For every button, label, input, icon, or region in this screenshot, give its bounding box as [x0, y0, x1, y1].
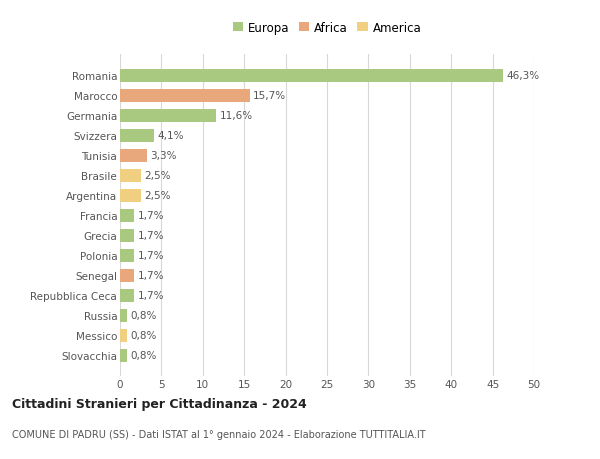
- Bar: [120, 289, 134, 302]
- Legend: Europa, Africa, America: Europa, Africa, America: [230, 19, 424, 37]
- Bar: [120, 309, 127, 322]
- Text: 2,5%: 2,5%: [144, 191, 170, 201]
- Text: Cittadini Stranieri per Cittadinanza - 2024: Cittadini Stranieri per Cittadinanza - 2…: [12, 397, 307, 410]
- Bar: [120, 209, 134, 222]
- Text: 0,8%: 0,8%: [130, 350, 157, 360]
- Bar: [120, 169, 140, 182]
- Bar: [120, 70, 503, 83]
- Text: 2,5%: 2,5%: [144, 171, 170, 181]
- Bar: [120, 329, 127, 342]
- Text: 1,7%: 1,7%: [137, 231, 164, 241]
- Bar: [120, 269, 134, 282]
- Bar: [120, 229, 134, 242]
- Text: 4,1%: 4,1%: [157, 131, 184, 141]
- Bar: [120, 189, 140, 202]
- Text: 1,7%: 1,7%: [137, 270, 164, 280]
- Text: 0,8%: 0,8%: [130, 310, 157, 320]
- Bar: [120, 110, 216, 123]
- Text: 46,3%: 46,3%: [506, 71, 540, 81]
- Text: 1,7%: 1,7%: [137, 211, 164, 221]
- Text: COMUNE DI PADRU (SS) - Dati ISTAT al 1° gennaio 2024 - Elaborazione TUTTITALIA.I: COMUNE DI PADRU (SS) - Dati ISTAT al 1° …: [12, 429, 425, 439]
- Bar: [120, 349, 127, 362]
- Text: 1,7%: 1,7%: [137, 291, 164, 301]
- Text: 3,3%: 3,3%: [151, 151, 177, 161]
- Text: 11,6%: 11,6%: [220, 111, 253, 121]
- Bar: [120, 150, 148, 162]
- Bar: [120, 90, 250, 102]
- Text: 0,8%: 0,8%: [130, 330, 157, 340]
- Bar: [120, 129, 154, 142]
- Text: 1,7%: 1,7%: [137, 251, 164, 261]
- Bar: [120, 249, 134, 262]
- Text: 15,7%: 15,7%: [253, 91, 286, 101]
